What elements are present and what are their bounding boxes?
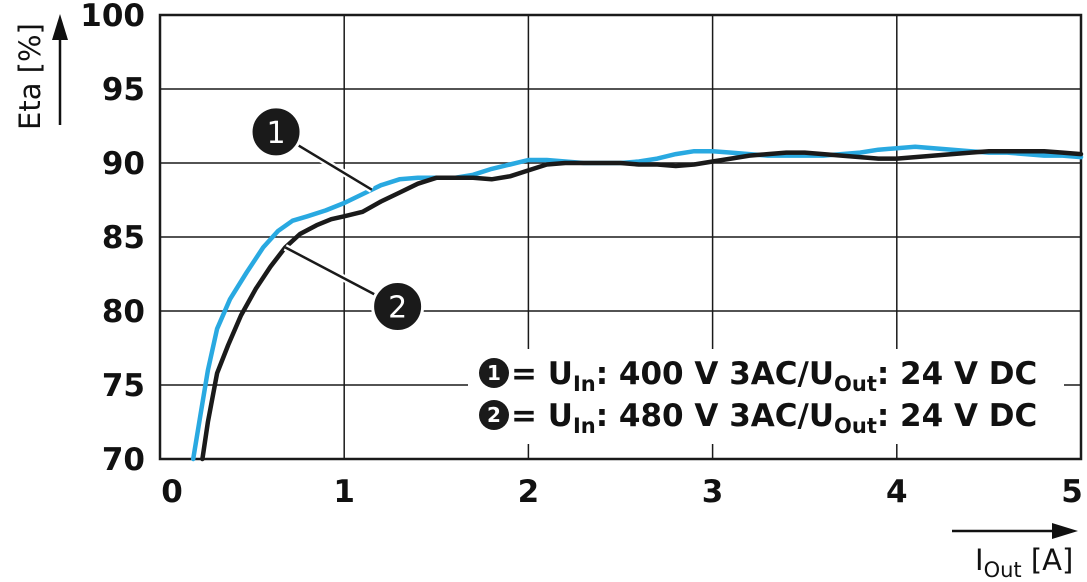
x-tick-label-4: 4 [886,474,908,510]
x-axis-label-sub: Out [984,558,1022,582]
legend-entry-2: = UIn: 480 V 3AC/UOut: 24 V DC [511,398,1037,438]
legend-entry-1-part-4: : 24 V DC [877,356,1037,392]
legend-entry-1-part-2: : 400 V 3AC/U [596,356,834,392]
series-line-2 [200,148,1084,462]
legend-entry-2-part-2: : 480 V 3AC/U [596,398,834,434]
legend-marker-1 [479,358,509,388]
callout-marker-text-2: 2 [388,291,407,326]
callout-marker-2 [371,280,425,334]
y-axis-arrow-head [52,14,68,40]
x-axis-label-unit: [A] [1022,543,1074,577]
y-tick-label-75: 75 [102,368,145,404]
legend-entry-2-part-3: Out [834,414,877,438]
legend-entry-1-part-3: Out [834,372,877,396]
legend-entry-1-part-0: = U [511,356,573,392]
legend-marker-text-1: 1 [487,361,501,385]
legend-entry-2-part-1: In [573,414,596,438]
x-axis-label: IOut [A] [975,543,1073,582]
legend-marker-2 [479,400,509,430]
plot-frame [158,13,1083,461]
x-tick-label-2: 2 [518,474,540,510]
y-axis-label: Eta [%] [13,23,47,130]
x-tick-label-0: 0 [161,474,183,510]
x-tick-labels: 0 1 2 3 4 5 [161,474,1083,510]
legend: 1 = UIn: 400 V 3AC/UOut: 24 V DC 2 = UIn:… [468,349,1064,444]
y-tick-label-90: 90 [102,146,145,182]
y-tick-label-70: 70 [102,442,145,478]
x-tick-label-1: 1 [333,474,355,510]
callouts: 12 [249,105,425,334]
y-tick-label-95: 95 [102,72,145,108]
legend-marker-text-2: 2 [487,403,501,427]
x-axis-label-main: I [975,543,984,577]
y-axis-label-group: Eta [%] [13,14,68,130]
x-axis-arrow-head [1052,523,1078,539]
y-tick-label-85: 85 [102,220,145,256]
y-tick-label-100: 100 [80,0,145,34]
legend-box [468,349,1064,444]
legend-entry-2-part-0: = U [511,398,573,434]
legend-entry-1: = UIn: 400 V 3AC/UOut: 24 V DC [511,356,1037,396]
x-tick-label-3: 3 [702,474,724,510]
series-lines [190,144,1084,462]
callout-marker-1 [249,105,303,159]
x-tick-label-5: 5 [1061,474,1083,510]
y-tick-labels: 70 75 80 85 90 95 100 [80,0,145,478]
y-tick-label-80: 80 [102,294,145,330]
legend-entry-1-part-1: In [573,372,596,396]
callout-marker-text-1: 1 [266,116,285,151]
legend-entry-2-part-4: : 24 V DC [877,398,1037,434]
x-axis-label-group: IOut [A] [952,523,1078,582]
